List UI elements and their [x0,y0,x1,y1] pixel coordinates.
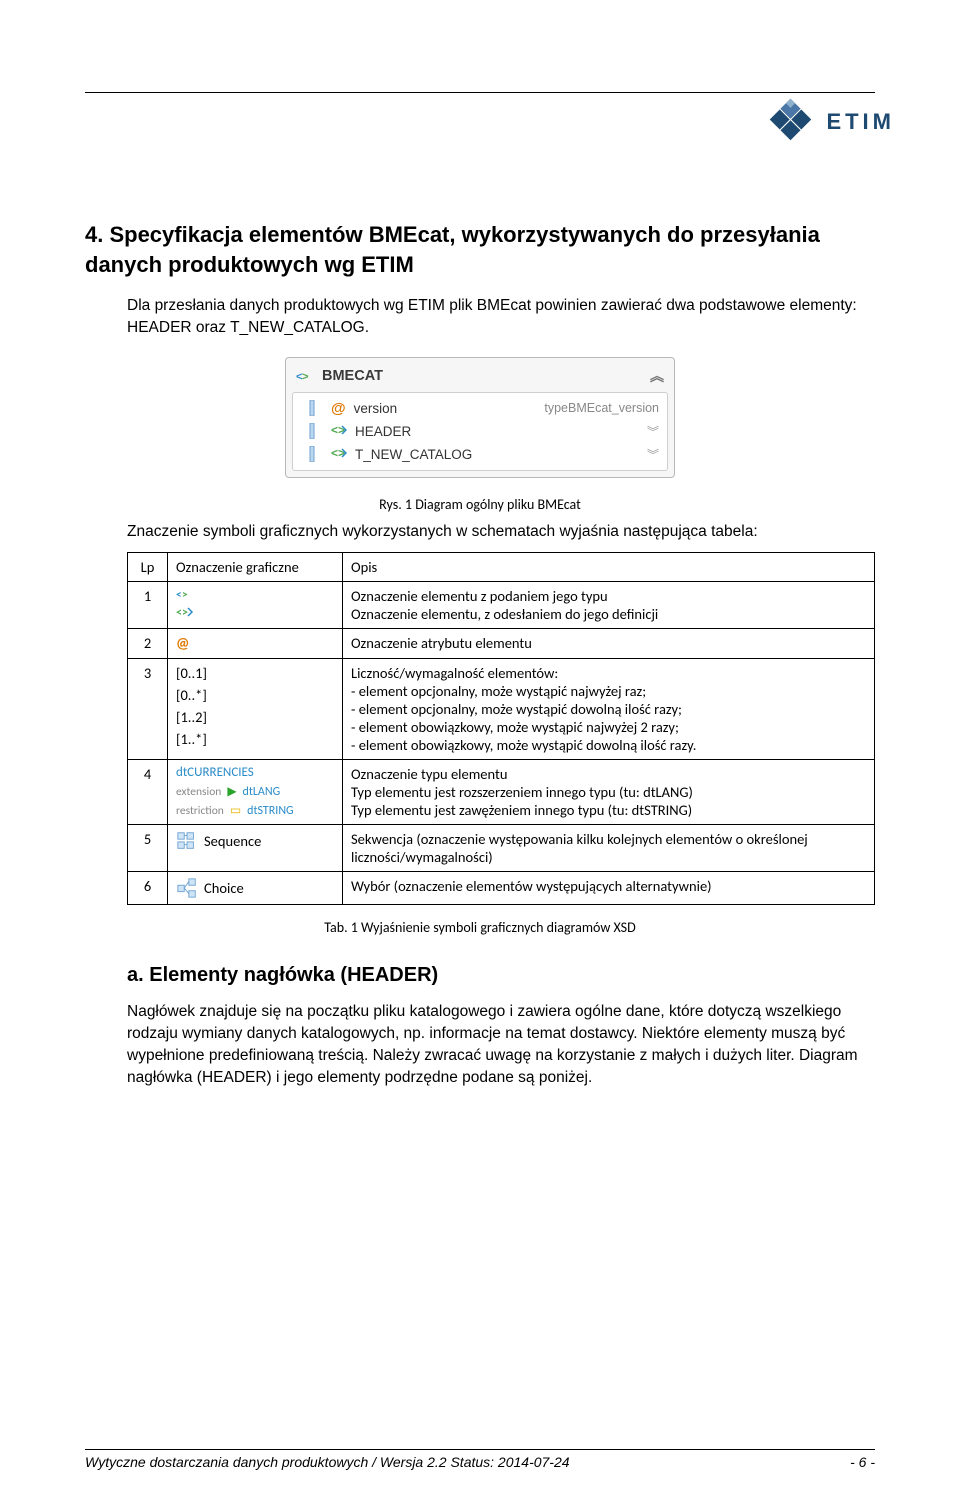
footer-rule [85,1449,875,1450]
th-gfx: Oznaczenie graficzne [168,553,343,582]
at-icon: @ [176,635,189,653]
choice-label: Choice [204,879,244,897]
svg-text:<>: <> [176,606,188,619]
svg-text:>: > [302,371,309,383]
bmecat-row-version: @ version typeBMEcat_version [299,397,661,420]
expand-icon: ︾ [647,423,659,440]
bmecat-title-row: <> BMECAT ︽ [292,364,668,392]
table-row: 3 [0..1] [0..*] [1..2] [1..*] Liczność/w… [128,659,875,760]
th-lp: Lp [128,553,168,582]
cardinality-text: [1..2] [176,708,334,726]
intro-paragraph: Dla przesłania danych produktowych wg ET… [127,295,875,338]
table-row: 6 Choice Wybór (oznaczenie elementów wys… [128,872,875,905]
page-header: ETIM [85,92,875,192]
page-footer: Wytyczne dostarczania danych produktowyc… [85,1449,875,1470]
symbols-table: Lp Oznaczenie graficzne Opis 1 <> <> Ozn… [127,552,875,905]
page-number: - 6 - [850,1454,875,1470]
svg-text:<: < [176,588,182,601]
cell-lp: 3 [128,659,168,760]
row-type: typeBMEcat_version [544,401,659,415]
row-label: version [354,401,398,416]
collapse-icon: ︽ [650,366,664,386]
header-rule [85,92,875,93]
table-header-row: Lp Oznaczenie graficzne Opis [128,553,875,582]
cell-gfx: Sequence [168,825,343,872]
footer-text: Wytyczne dostarczania danych produktowyc… [85,1454,570,1470]
svg-text:<>: <> [331,446,345,460]
cell-gfx: @ [168,629,343,659]
expand-icon: ︾ [647,446,659,463]
cell-desc: Oznaczenie atrybutu elementu [343,629,875,659]
cell-lp: 4 [128,760,168,825]
cell-gfx: <> <> [168,582,343,629]
bmecat-row-tnewcatalog: <> T_NEW_CATALOG ︾ [299,443,661,466]
sequence-icon [176,830,198,852]
subsection-body: Nagłówek znajduje się na początku pliku … [127,1001,875,1088]
bmecat-inner: @ version typeBMEcat_version <> HEADER ︾… [292,392,668,471]
section-title: 4. Specyfikacja elementów BMEcat, wykorz… [85,220,875,279]
tag-icon: <> [176,587,194,601]
type-name: dtCURRENCIES [176,765,334,780]
at-icon: @ [331,400,346,417]
sequence-label: Sequence [204,832,261,850]
cell-gfx: dtCURRENCIES extension ▶ dtLANG restrict… [168,760,343,825]
bmecat-title: BMECAT [322,368,383,384]
element-ref-icon: <> [331,423,347,440]
cell-lp: 2 [128,629,168,659]
cell-gfx: [0..1] [0..*] [1..2] [1..*] [168,659,343,760]
cell-lp: 6 [128,872,168,905]
extension-line: extension ▶ dtLANG [176,784,334,799]
etim-logo: ETIM [763,92,895,152]
sequence-bar-icon [301,446,323,462]
tag-icon: <> [296,369,314,383]
choice-icon [176,877,198,899]
table-caption: Tab. 1 Wyjaśnienie symboli graficznych d… [85,919,875,936]
cell-lp: 1 [128,582,168,629]
element-ref-icon: <> [331,446,347,463]
table-intro: Znaczenie symboli graficznych wykorzysta… [127,521,875,543]
etim-logo-text: ETIM [826,109,895,135]
bmecat-diagram: <> BMECAT ︽ @ version typeBMEcat_version… [285,357,675,478]
row-label: HEADER [355,424,411,439]
subsection-title: a. Elementy nagłówka (HEADER) [127,964,875,987]
table-row: 2 @ Oznaczenie atrybutu elementu [128,629,875,659]
cell-desc: Oznaczenie typu elementu Typ elementu je… [343,760,875,825]
svg-text:<>: <> [331,423,345,437]
table-row: 4 dtCURRENCIES extension ▶ dtLANG restri… [128,760,875,825]
cell-desc: Oznaczenie elementu z podaniem jego typu… [343,582,875,629]
figure-caption: Rys. 1 Diagram ogólny pliku BMEcat [85,496,875,513]
sequence-bar-icon [301,423,323,439]
cardinality-text: [0..*] [176,686,334,704]
svg-text:>: > [182,588,188,601]
table-row: 5 Sequence Sekwencja (oznaczenie występo… [128,825,875,872]
cardinality-text: [0..1] [176,664,334,682]
extension-arrow-icon: ▶ [227,784,236,799]
cell-desc: Sekwencja (oznaczenie występowania kilku… [343,825,875,872]
restriction-line: restriction ▭ dtSTRING [176,803,334,818]
restriction-arrow-icon: ▭ [230,803,241,818]
th-desc: Opis [343,553,875,582]
etim-logo-icon [763,92,818,152]
sequence-bar-icon [301,400,323,416]
cell-desc: Wybór (oznaczenie elementów występującyc… [343,872,875,905]
cell-lp: 5 [128,825,168,872]
cell-gfx: Choice [168,872,343,905]
cardinality-text: [1..*] [176,730,334,748]
row-label: T_NEW_CATALOG [355,447,472,462]
element-ref-icon: <> [176,605,334,623]
cell-desc: Liczność/wymagalność elementów: - elemen… [343,659,875,760]
bmecat-row-header: <> HEADER ︾ [299,420,661,443]
